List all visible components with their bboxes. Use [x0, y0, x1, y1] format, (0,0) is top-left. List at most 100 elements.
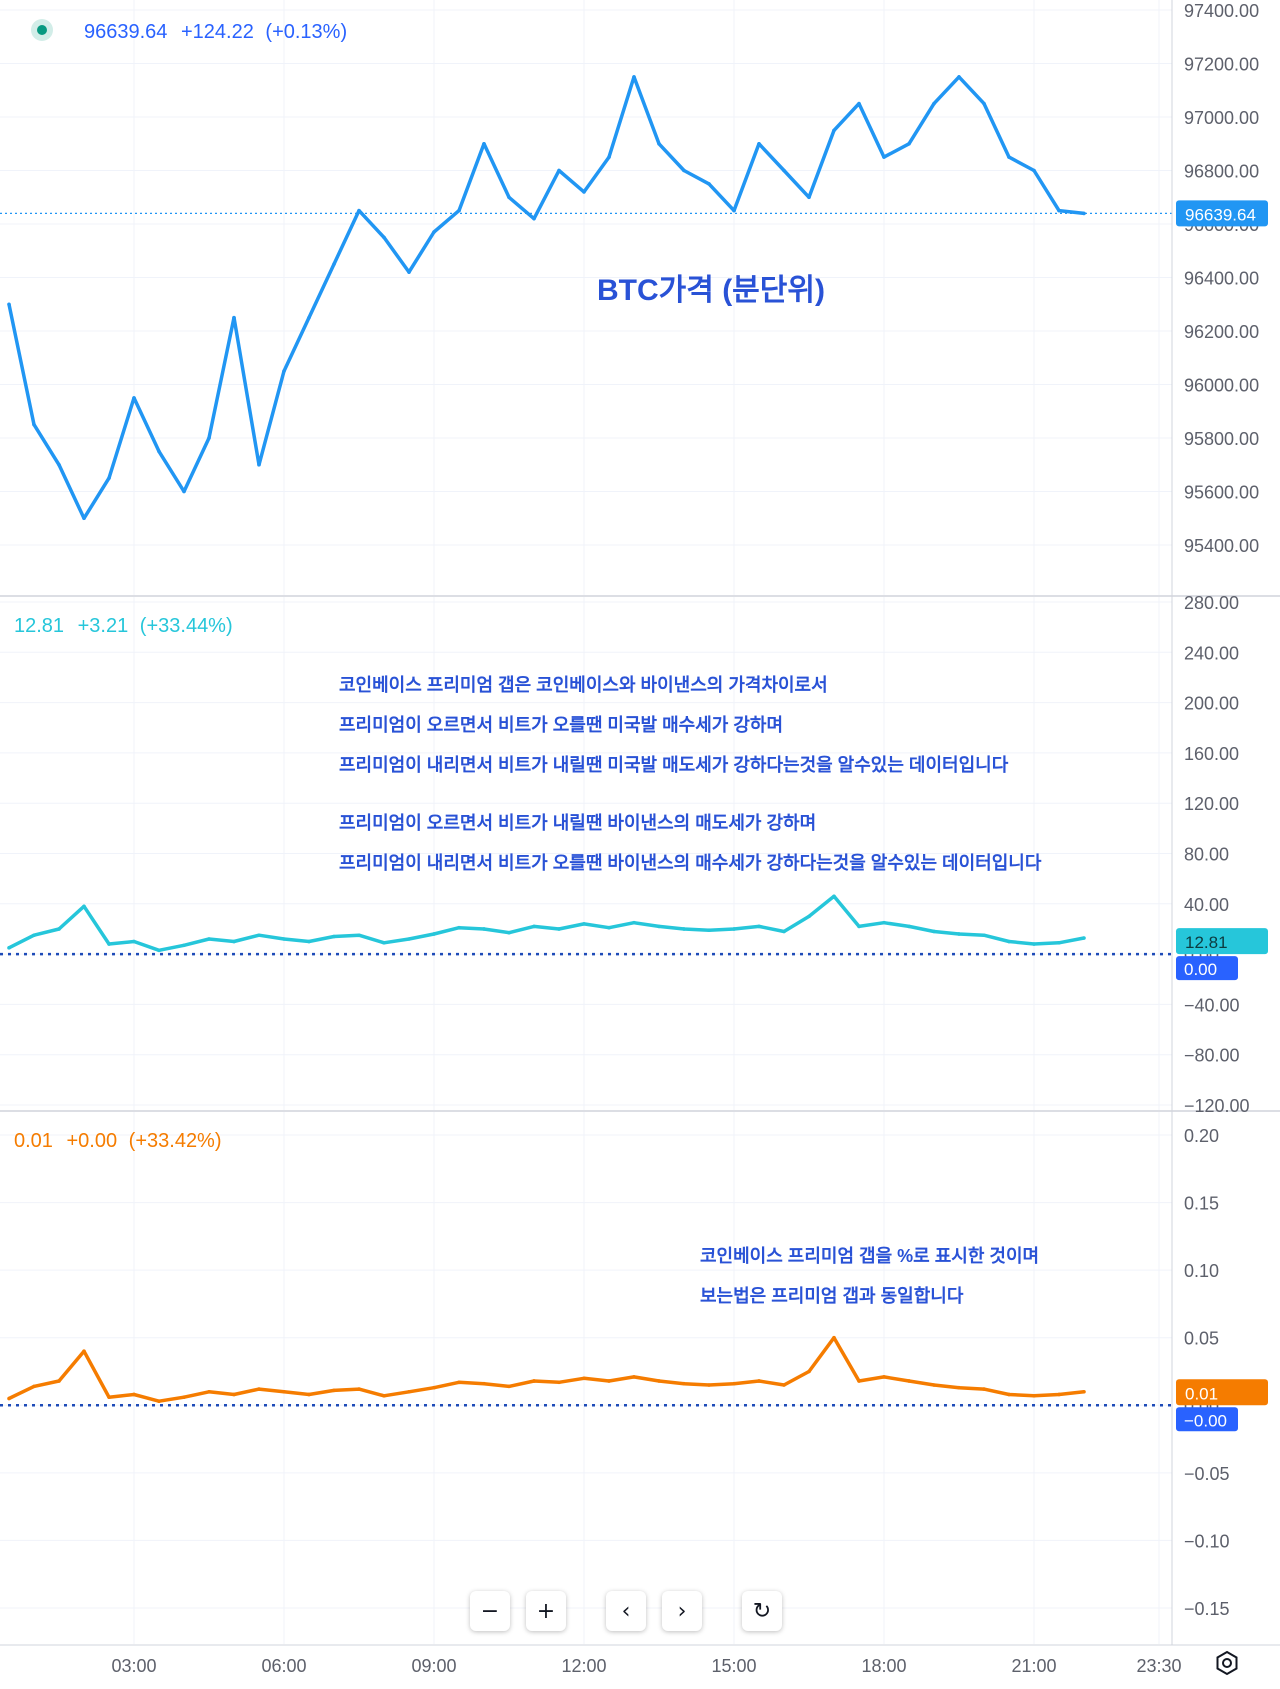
y-tick-label: −0.05 — [1184, 1464, 1230, 1484]
premium-data-point — [357, 933, 361, 938]
legend-change: +0.00 — [67, 1130, 118, 1152]
current-value-badge-label: 96639.64 — [1185, 205, 1256, 224]
premium_pct-data-point — [757, 1379, 761, 1383]
price-data-point — [1032, 168, 1036, 173]
y-tick-label: −0.10 — [1184, 1531, 1230, 1551]
price-data-point — [32, 422, 36, 427]
price-data-point — [782, 168, 786, 173]
premium_pct-data-point — [857, 1379, 861, 1383]
zoom-in-button[interactable]: + — [526, 1591, 566, 1631]
premium_pct-data-point — [832, 1335, 836, 1340]
premium_pct-data-point — [782, 1383, 786, 1387]
premium_pct-data-point — [932, 1383, 936, 1387]
price-data-point — [382, 235, 386, 240]
premium-series-line[interactable] — [8, 894, 1085, 953]
y-tick-label: 97400.00 — [1184, 1, 1259, 21]
price-series-line[interactable] — [7, 75, 1085, 521]
legend-value: 12.81 — [14, 615, 64, 637]
price-data-point — [982, 101, 986, 106]
y-tick-label: 95400.00 — [1184, 536, 1259, 556]
scroll-right-button[interactable]: › — [662, 1591, 702, 1631]
price-data-point — [407, 270, 411, 274]
premium_pct-data-point — [1082, 1389, 1086, 1394]
legend-change-pct: (+33.42%) — [129, 1130, 222, 1152]
price-data-point — [432, 230, 436, 234]
y-tick-label: 95800.00 — [1184, 429, 1259, 449]
premium_pct-data-point — [957, 1385, 961, 1390]
premium-data-point — [282, 937, 286, 941]
premium_pct-series-line[interactable] — [8, 1335, 1085, 1403]
premium_pct-data-point — [382, 1394, 386, 1398]
reset-chart-button[interactable]: ↻ — [742, 1591, 782, 1631]
premium_pct-data-point — [207, 1389, 211, 1394]
annotation-line: 보는법은 프리미엄 갭과 동일합니다 — [700, 1285, 964, 1306]
premium-data-point — [382, 940, 386, 945]
price-data-point — [282, 369, 286, 373]
premium_pct-data-point — [307, 1392, 311, 1397]
premium-data-point — [332, 934, 336, 939]
premium-data-point — [107, 942, 111, 946]
annotation-line: 프리미엄이 내리면서 비트가 내릴땐 미국발 매도세가 강하다는것을 알수있는 … — [339, 754, 1009, 775]
premium-data-point — [232, 939, 236, 944]
premium_pct-data-point — [432, 1385, 436, 1390]
y-tick-label: 97000.00 — [1184, 108, 1259, 128]
premium-data-point — [207, 937, 211, 941]
price-legend[interactable]: 96639.64 +124.22 (+0.13%) — [84, 21, 347, 43]
price-data-point — [582, 190, 586, 194]
price-data-point — [207, 436, 211, 440]
premium-data-point — [1057, 940, 1061, 945]
premium_pct-data-point — [682, 1381, 686, 1386]
scroll-left-button[interactable]: ‹ — [606, 1591, 646, 1631]
premium-data-point — [32, 933, 36, 938]
y-tick-label: 0.05 — [1184, 1329, 1219, 1349]
y-tick-label: 80.00 — [1184, 845, 1229, 865]
premium-data-point — [1032, 942, 1036, 946]
premium-data-point — [982, 933, 986, 938]
legend-change-pct: (+33.44%) — [140, 615, 233, 637]
premium-data-point — [182, 943, 186, 948]
price-data-point — [732, 208, 736, 213]
x-tick-label: 06:00 — [261, 1656, 306, 1676]
price-data-point — [157, 449, 161, 454]
premium-data-point — [582, 922, 586, 926]
y-tick-label: 0.20 — [1184, 1126, 1219, 1146]
x-tick-label: 15:00 — [711, 1656, 756, 1676]
settings-button[interactable] — [1212, 1648, 1242, 1678]
chart-nav-toolbar: − + ‹ › ↻ — [470, 1591, 782, 1635]
y-tick-label: 40.00 — [1184, 895, 1229, 915]
premium_pct-data-point — [332, 1388, 336, 1393]
price-data-point — [657, 141, 661, 146]
premium_pct-data-point — [732, 1381, 736, 1386]
price-data-point — [757, 141, 761, 146]
price-data-point — [882, 155, 886, 159]
premium-data-point — [157, 948, 161, 953]
current-value-badge-label: 12.81 — [1185, 933, 1228, 952]
premium_pct-data-point — [807, 1369, 811, 1374]
price-data-point — [57, 462, 61, 467]
price-data-point — [682, 168, 686, 173]
premium-data-point — [932, 929, 936, 934]
price-data-point — [332, 262, 336, 266]
premium-pct-legend[interactable]: 0.01 +0.00 (+33.42%) — [14, 1130, 222, 1152]
premium-legend[interactable]: 12.81 +3.21 (+33.44%) — [14, 615, 233, 637]
premium-data-point — [257, 933, 261, 938]
premium_pct-data-point — [107, 1395, 111, 1399]
current-value-badge — [1176, 928, 1268, 955]
premium_pct-data-point — [32, 1384, 36, 1389]
premium-data-point — [607, 925, 611, 930]
grid-lines — [0, 0, 1172, 1644]
premium-data-point — [132, 939, 136, 944]
current-value-badge — [1176, 200, 1268, 227]
premium_pct-data-point — [907, 1379, 911, 1383]
x-tick-label: 21:00 — [1011, 1656, 1056, 1676]
y-tick-label: 96200.00 — [1184, 322, 1259, 342]
price-data-point — [632, 75, 636, 79]
premium_pct-data-point — [607, 1379, 611, 1383]
annotation-line: 프리미엄이 오르면서 비트가 내릴땐 바이낸스의 매도세가 강하며 — [339, 812, 816, 833]
premium-data-point — [857, 924, 861, 929]
zoom-out-button[interactable]: − — [470, 1591, 510, 1631]
price-data-point — [707, 182, 711, 186]
price-data-point — [932, 101, 936, 106]
premium-data-point — [407, 937, 411, 941]
